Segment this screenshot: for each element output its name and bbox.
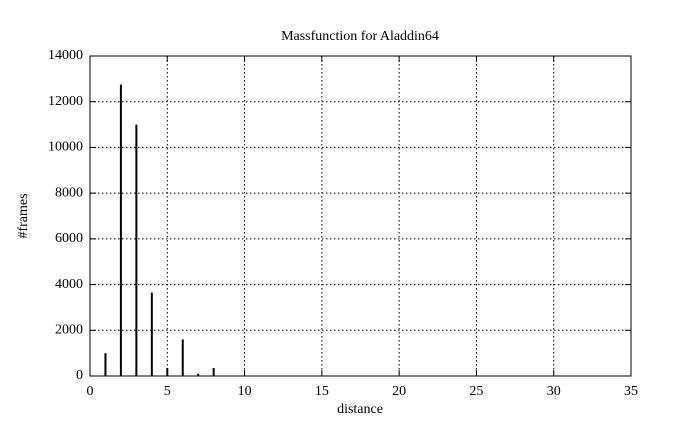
x-tick-label: 10 bbox=[238, 384, 252, 399]
x-tick-label: 25 bbox=[469, 384, 483, 399]
y-tick-label: 4000 bbox=[55, 277, 83, 292]
y-tick-label: 12000 bbox=[48, 94, 83, 109]
y-tick-label: 6000 bbox=[55, 231, 83, 246]
x-tick-label: 5 bbox=[164, 384, 171, 399]
y-tick-label: 0 bbox=[76, 368, 83, 383]
x-axis-label: distance bbox=[337, 402, 383, 417]
x-tick-label: 30 bbox=[547, 384, 561, 399]
x-tick-label: 35 bbox=[624, 384, 638, 399]
chart-title: Massfunction for Aladdin64 bbox=[281, 29, 439, 44]
x-tick-label: 20 bbox=[392, 384, 406, 399]
y-tick-label: 14000 bbox=[48, 48, 83, 63]
y-tick-label: 8000 bbox=[55, 185, 83, 200]
y-axis-label: #frames bbox=[16, 193, 31, 238]
y-tick-label: 10000 bbox=[48, 140, 83, 155]
y-tick-label: 2000 bbox=[55, 323, 83, 338]
x-tick-label: 0 bbox=[87, 384, 94, 399]
x-tick-label: 15 bbox=[315, 384, 329, 399]
plot-frame bbox=[89, 55, 632, 377]
